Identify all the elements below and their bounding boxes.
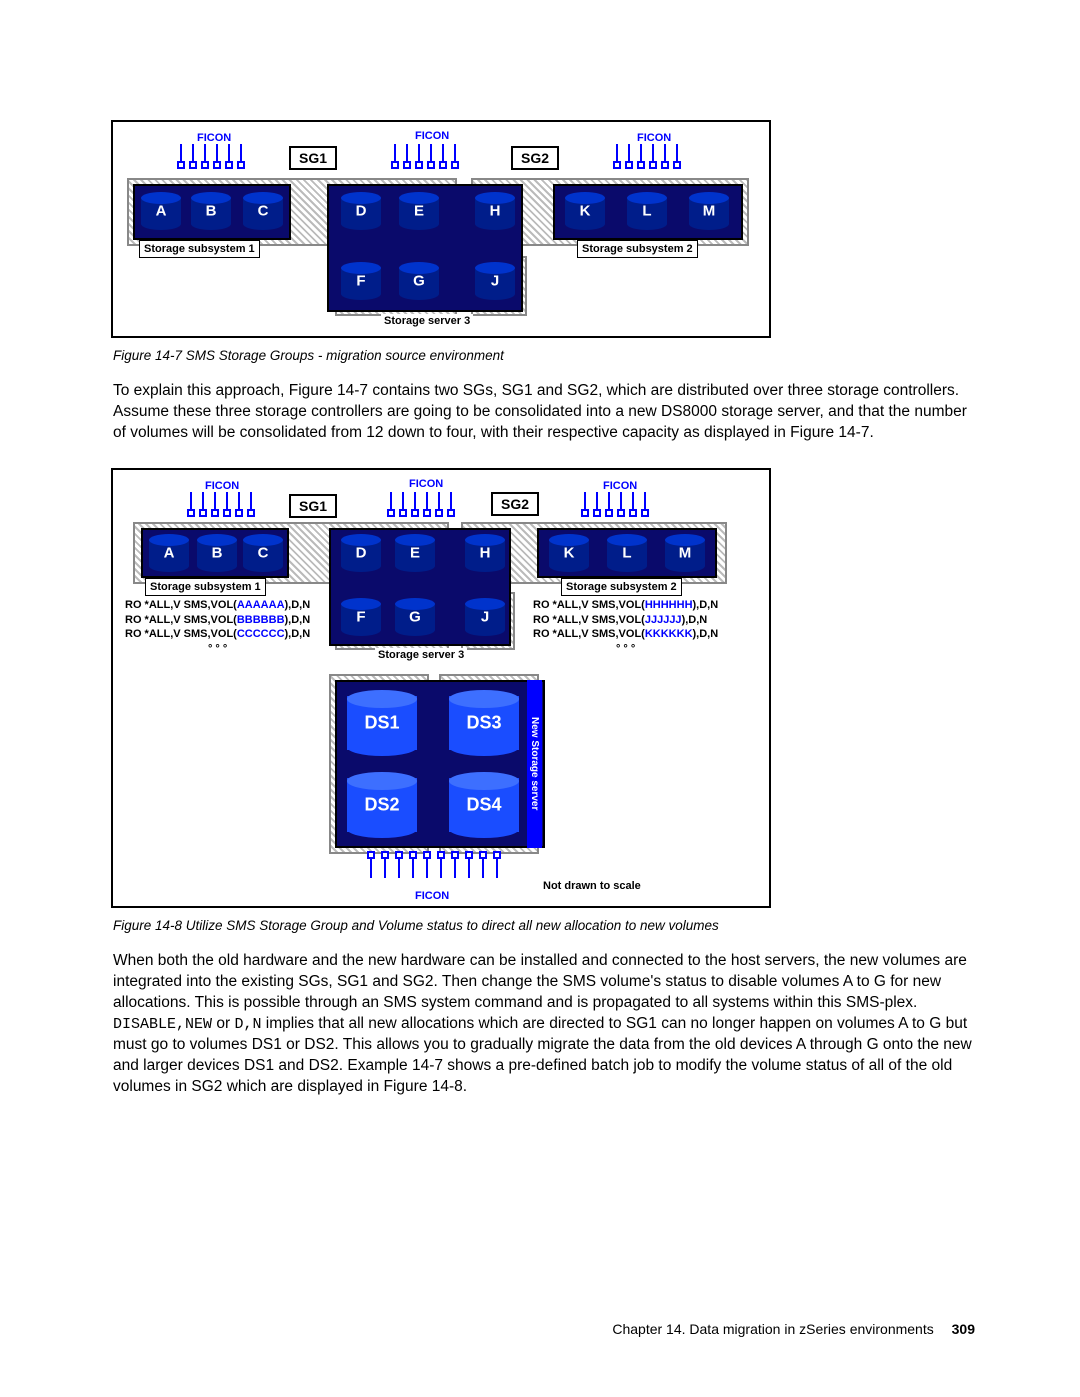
footer-chapter: Chapter 14. Data migration in zSeries en… bbox=[612, 1321, 933, 1337]
figure-14-8-caption: Figure 14-8 Utilize SMS Storage Group an… bbox=[113, 918, 975, 933]
subsystem-2-label: Storage subsystem 2 bbox=[577, 240, 698, 258]
volume-l: L bbox=[607, 534, 647, 572]
paragraph-2: When both the old hardware and the new h… bbox=[113, 951, 975, 1098]
footer-page-number: 309 bbox=[952, 1321, 975, 1337]
volume-k: K bbox=[549, 534, 589, 572]
volume-e: E bbox=[395, 534, 435, 572]
ficon-connector bbox=[385, 492, 455, 520]
volume-m: M bbox=[689, 192, 729, 230]
sg1-box: SG1 bbox=[289, 146, 337, 170]
figure-14-8: FICON FICON FICON SG1 SG2 bbox=[111, 468, 771, 908]
volume-j: J bbox=[465, 598, 505, 636]
ficon-label: FICON bbox=[197, 132, 231, 144]
ficon-label: FICON bbox=[205, 480, 239, 492]
volume-a: A bbox=[141, 192, 181, 230]
ficon-connector bbox=[611, 144, 681, 172]
volume-ds4: DS4 bbox=[449, 772, 519, 838]
ro-commands-right: RO *ALL,V SMS,VOL(HHHHHH),D,N RO *ALL,V … bbox=[533, 598, 718, 657]
ficon-connector bbox=[175, 144, 245, 172]
volume-g: G bbox=[399, 262, 439, 300]
sg2-box: SG2 bbox=[511, 146, 559, 170]
ficon-connector-bottom bbox=[363, 850, 503, 878]
not-to-scale-note: Not drawn to scale bbox=[543, 880, 641, 892]
volume-ds1: DS1 bbox=[347, 690, 417, 756]
ficon-label: FICON bbox=[415, 130, 449, 142]
ficon-connector bbox=[185, 492, 255, 520]
ficon-connector bbox=[389, 144, 459, 172]
volume-c: C bbox=[243, 192, 283, 230]
paragraph-1: To explain this approach, Figure 14-7 co… bbox=[113, 381, 975, 444]
server-3-label: Storage server 3 bbox=[375, 648, 467, 662]
new-storage-server-label: New Storage server bbox=[527, 680, 542, 848]
ro-commands-left: RO *ALL,V SMS,VOL(AAAAAA),D,N RO *ALL,V … bbox=[125, 598, 310, 657]
subsystem-1-label: Storage subsystem 1 bbox=[139, 240, 260, 258]
volume-c: C bbox=[243, 534, 283, 572]
ficon-label: FICON bbox=[409, 478, 443, 490]
volume-f: F bbox=[341, 598, 381, 636]
server-3-label: Storage server 3 bbox=[381, 314, 473, 328]
volume-h: H bbox=[465, 534, 505, 572]
volume-b: B bbox=[197, 534, 237, 572]
volume-d: D bbox=[341, 192, 381, 230]
volume-m: M bbox=[665, 534, 705, 572]
volume-g: G bbox=[395, 598, 435, 636]
volume-b: B bbox=[191, 192, 231, 230]
subsystem-2-label: Storage subsystem 2 bbox=[561, 578, 682, 596]
ficon-label: FICON bbox=[603, 480, 637, 492]
volume-j: J bbox=[475, 262, 515, 300]
volume-ds3: DS3 bbox=[449, 690, 519, 756]
ficon-label: FICON bbox=[637, 132, 671, 144]
volume-h: H bbox=[475, 192, 515, 230]
ficon-connector bbox=[579, 492, 649, 520]
figure-14-7: FICON FICON FICON SG1 SG2 bbox=[111, 120, 771, 338]
page-footer: Chapter 14. Data migration in zSeries en… bbox=[612, 1321, 975, 1337]
volume-k: K bbox=[565, 192, 605, 230]
volume-ds2: DS2 bbox=[347, 772, 417, 838]
volume-e: E bbox=[399, 192, 439, 230]
volume-a: A bbox=[149, 534, 189, 572]
sg2-box: SG2 bbox=[491, 492, 539, 516]
sg1-box: SG1 bbox=[289, 494, 337, 518]
volume-f: F bbox=[341, 262, 381, 300]
subsystem-1-label: Storage subsystem 1 bbox=[145, 578, 266, 596]
ficon-label-bottom: FICON bbox=[415, 890, 449, 902]
volume-d: D bbox=[341, 534, 381, 572]
figure-14-7-caption: Figure 14-7 SMS Storage Groups - migrati… bbox=[113, 348, 975, 363]
volume-l: L bbox=[627, 192, 667, 230]
